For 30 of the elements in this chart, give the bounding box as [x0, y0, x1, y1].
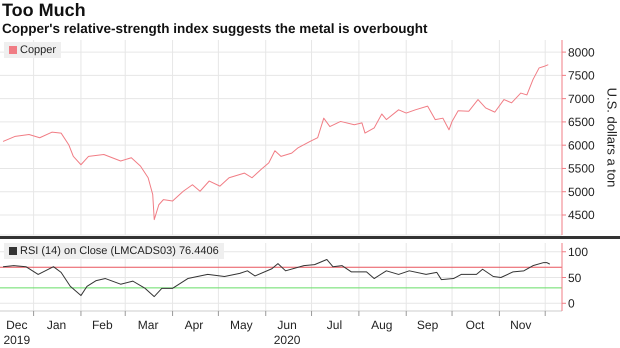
x-tick-label: Nov: [510, 318, 532, 332]
y-tick-label: 6500: [568, 115, 596, 130]
x-tick-label: Jan: [46, 318, 66, 332]
x-tick-label: Apr: [184, 318, 204, 332]
x-tick-label: Mar: [138, 318, 158, 332]
y-tick-label: 0: [568, 296, 575, 311]
x-tick-label: May: [230, 318, 253, 332]
y-axis-title: U.S. dollars a ton: [604, 88, 620, 188]
y-tick-label: 6000: [568, 138, 596, 152]
y-tick-label: 50: [568, 270, 582, 285]
x-tick-label: Oct: [466, 318, 485, 332]
y-tick-label: 7000: [568, 92, 596, 106]
y-tick-label: 100: [568, 245, 588, 260]
chart-title: Too Much: [1, 0, 87, 20]
y-tick-label: 5500: [568, 162, 596, 176]
line-series: [2, 258, 550, 298]
line-series: [2, 64, 549, 220]
legend-label: RSI (14) on Close (LMCADS03) 76.4406: [19, 245, 219, 257]
y-tick-label: 8000: [568, 45, 596, 60]
x-tick-label: Dec 2019: [3, 318, 30, 347]
x-tick-label: Sep: [416, 318, 439, 332]
x-tick-label: Jul: [326, 318, 342, 332]
y-tick-label: 5000: [568, 184, 596, 199]
chart-subtitle: Copper's relative-strength index suggests the metal is overbought: [1, 20, 429, 38]
x-tick-label: Aug: [371, 318, 392, 332]
x-tick-label: Feb: [92, 318, 113, 332]
y-tick-label: 4500: [568, 208, 596, 222]
x-tick-label: Jun 2020: [274, 318, 301, 347]
legend-label: Copper: [19, 44, 56, 56]
y-tick-label: 7500: [568, 68, 596, 83]
